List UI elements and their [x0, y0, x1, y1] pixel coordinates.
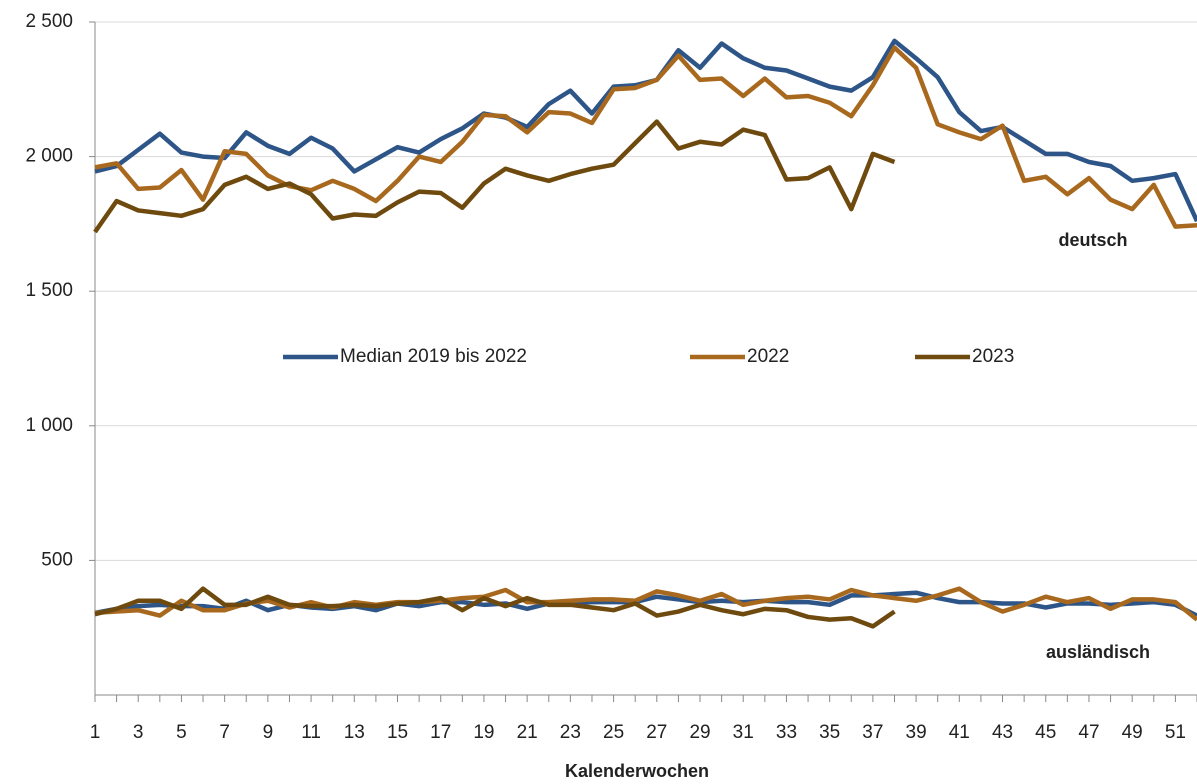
x-tick-label: 37 — [862, 722, 883, 743]
x-tick-label: 45 — [1035, 722, 1056, 743]
y-tick-label: 2 500 — [25, 11, 73, 32]
y-tick-label: 1 500 — [25, 280, 73, 301]
x-tick-label: 43 — [992, 722, 1013, 743]
annotation: deutsch — [1058, 230, 1127, 250]
line-deutsch — [94, 45, 1197, 229]
x-tick-label: 27 — [646, 722, 667, 743]
x-tick-label: 35 — [819, 722, 840, 743]
x-tick-label: 3 — [133, 722, 144, 743]
line-auslaendisch — [94, 590, 1197, 618]
legend-label: 2023 — [972, 346, 1014, 367]
x-axis-title: Kalenderwochen — [565, 761, 709, 781]
x-tick-label: 33 — [776, 722, 797, 743]
x-tick-label: 41 — [949, 722, 970, 743]
y-tick-label: 1 000 — [25, 415, 73, 436]
x-tick-label: 29 — [689, 722, 710, 743]
x-tick-label: 47 — [1078, 722, 1099, 743]
x-tick-label: 13 — [344, 722, 365, 743]
legend-label: Median 2019 bis 2022 — [340, 346, 527, 367]
x-tick-label: 5 — [176, 722, 187, 743]
x-tick-label: 17 — [430, 722, 451, 743]
x-tick-label: 21 — [517, 722, 538, 743]
x-tick-label: 23 — [560, 722, 581, 743]
line-deutsch — [93, 119, 896, 234]
x-tick-label: 31 — [733, 722, 754, 743]
x-tick-label: 49 — [1122, 722, 1143, 743]
x-tick-label: 15 — [387, 722, 408, 743]
x-tick-label: 39 — [906, 722, 927, 743]
y-tick-label: 2 000 — [25, 146, 73, 167]
x-tick-label: 19 — [473, 722, 494, 743]
x-tick-label: 51 — [1165, 722, 1186, 743]
legend-label: 2022 — [747, 346, 789, 367]
line-auslaendisch — [94, 586, 896, 629]
x-tick-label: 9 — [263, 722, 274, 743]
x-tick-label: 1 — [90, 722, 101, 743]
x-tick-label: 7 — [219, 722, 230, 743]
x-tick-label: 25 — [603, 722, 624, 743]
x-tick-label: 11 — [301, 722, 321, 743]
y-tick-label: 500 — [41, 549, 73, 570]
annotation: ausländisch — [1046, 642, 1150, 662]
line-auslaendisch — [94, 586, 1197, 622]
